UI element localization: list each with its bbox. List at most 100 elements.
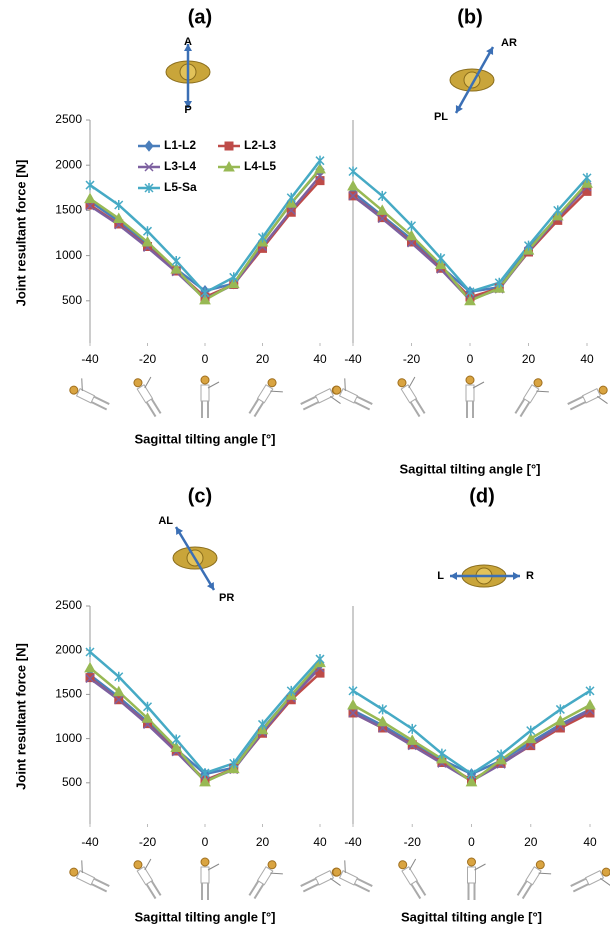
marker [436,253,446,264]
marker [315,171,325,181]
x-tick-label: 40 [313,352,327,366]
marker [229,758,239,769]
posture-arm [408,376,416,389]
marker [377,190,387,201]
posture-icon [133,858,162,900]
posture-head [200,375,210,385]
direction-label: P [184,104,191,116]
posture-arm [330,877,341,886]
posture-arm [536,390,549,393]
posture-head [533,378,543,388]
y-tick-label: 1000 [55,731,82,745]
posture-legs [410,880,427,900]
marker [348,166,358,177]
legend-label: L2-L3 [244,138,276,152]
posture-arm [207,381,220,389]
direction-arrow [174,526,216,591]
arrow-head [513,572,520,580]
x-tick-label: 40 [313,835,327,849]
posture-icon [133,376,162,418]
posture-legs [300,395,320,411]
posture-legs [201,883,209,900]
direction-label: AR [501,37,517,49]
direction-label: PR [219,592,234,604]
marker [257,232,268,243]
x-tick-label: 40 [583,835,597,849]
posture-body [584,870,605,886]
x-tick-label: -40 [81,835,99,849]
y-axis-label: Joint resultant force [N] [13,643,28,790]
y-tick-label: 500 [62,775,82,789]
marker [227,277,240,289]
y-tick-label: 2500 [55,112,82,126]
chart-title: (d) [469,485,495,507]
marker [85,201,95,211]
x-tick-label: 0 [467,352,474,366]
posture-legs [145,398,162,418]
x-tick-label: -20 [139,352,157,366]
marker [144,162,154,172]
posture-head [200,857,210,867]
posture-arm [330,395,341,404]
series-line [89,661,321,784]
posture-body [75,870,96,886]
marker [114,199,124,210]
posture-body [401,866,418,886]
marker [465,286,475,297]
marker [524,732,537,744]
x-tick-label: 0 [202,835,209,849]
x-tick-label: 20 [256,352,270,366]
direction-arrow [454,46,495,114]
posture-body [200,866,210,884]
series-line [89,663,321,776]
direction-label: AL [158,515,173,527]
posture-legs [514,398,531,418]
posture-icon [465,375,485,418]
arrow-head [184,101,192,108]
direction-label: L [437,570,444,582]
marker [112,212,125,224]
marker [526,725,536,736]
marker [112,685,125,697]
arrow-head [486,47,494,56]
marker [523,240,534,251]
posture-head [467,857,476,867]
marker [199,775,211,787]
marker [464,294,476,306]
marker [229,272,239,283]
marker [141,236,154,247]
posture-arm [207,863,220,871]
posture-arm [600,877,610,886]
x-tick-label: -40 [344,835,362,849]
marker [315,176,325,186]
posture-arm [472,381,485,389]
posture-head [398,860,408,870]
posture-head [535,860,545,870]
marker [199,293,211,305]
marker [114,695,124,705]
marker [200,287,210,298]
marker [584,698,596,710]
marker [466,768,477,779]
x-tick-label: 20 [524,835,538,849]
x-tick-label: -40 [344,352,362,366]
marker [142,226,153,237]
x-tick-label: -20 [139,835,157,849]
series-line [89,667,321,783]
marker [144,140,154,152]
posture-body [465,384,475,402]
posture-head [267,378,277,388]
legend-label: L3-L4 [164,159,196,173]
marker [141,712,154,723]
posture-icon [248,860,283,900]
y-tick-label: 2000 [55,157,82,171]
marker [286,685,296,696]
marker [171,734,181,745]
posture-arm [409,858,417,871]
marker [406,734,419,745]
posture-body [256,866,274,886]
posture-legs [145,880,162,900]
series-line [352,708,591,776]
marker [347,179,359,191]
